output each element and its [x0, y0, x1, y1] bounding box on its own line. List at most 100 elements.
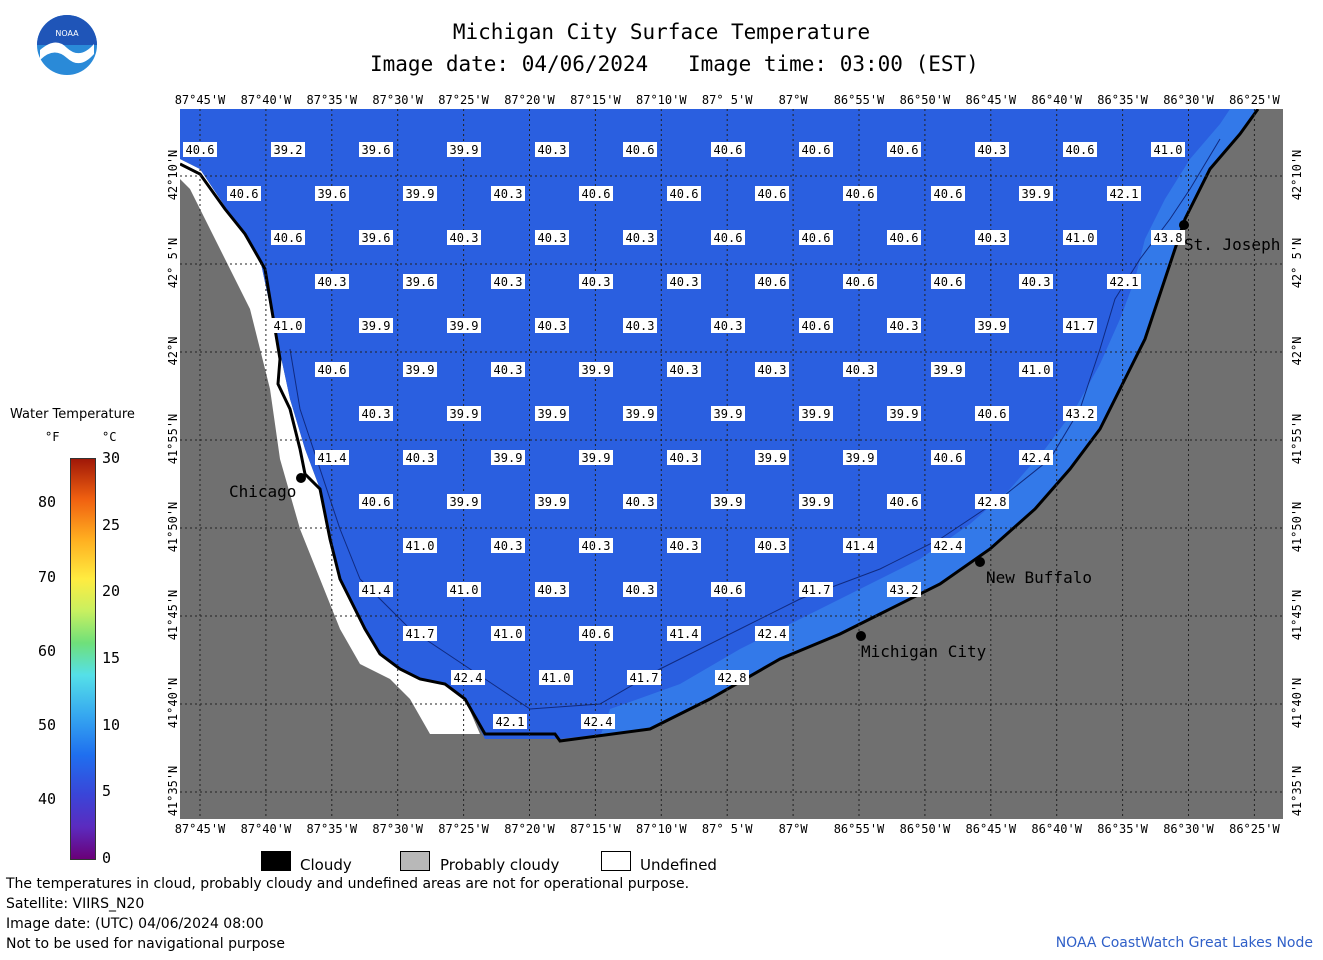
- city-label: Michigan City: [861, 642, 987, 661]
- temp-label: 40.3: [491, 538, 525, 553]
- temp-label: 40.6: [623, 142, 657, 157]
- warm-nearshore: [600, 109, 1258, 737]
- temp-label: 40.6: [711, 230, 745, 245]
- temp-value: 42.4: [758, 627, 787, 641]
- temp-label: 40.6: [755, 186, 789, 201]
- temp-label: 40.3: [579, 538, 613, 553]
- temp-value: 39.9: [362, 319, 391, 333]
- city-dot: [975, 557, 985, 567]
- lon-label: 86°55'W: [833, 93, 885, 107]
- temp-label: 40.6: [887, 230, 921, 245]
- temp-value: 41.0: [450, 583, 479, 597]
- unit-celsius: °C: [102, 430, 117, 444]
- temp-label: 41.0: [271, 318, 305, 333]
- temp-value: 39.9: [802, 407, 831, 421]
- noaa-logo: NOAA: [36, 14, 98, 76]
- temp-value: 39.9: [538, 407, 567, 421]
- lon-label: 87°W: [778, 822, 808, 836]
- temp-value: 40.6: [802, 143, 831, 157]
- temp-value: 42.4: [934, 539, 963, 553]
- temp-value: 41.4: [318, 451, 347, 465]
- temp-label: 40.6: [931, 274, 965, 289]
- lon-label: 87°20'W: [504, 93, 555, 107]
- lon-label: 87°30'W: [372, 93, 423, 107]
- temp-value: 40.3: [626, 319, 655, 333]
- lat-label: 41°55'N: [166, 413, 180, 465]
- lat-label: 41°50'N: [166, 501, 180, 553]
- temp-label: 40.6: [271, 230, 305, 245]
- temp-value: 40.3: [450, 231, 479, 245]
- temp-label: 39.9: [1019, 186, 1053, 201]
- temp-label: 41.0: [1019, 362, 1053, 377]
- temp-value: 40.3: [538, 143, 567, 157]
- note-navigation: Not to be used for navigational purpose: [6, 936, 285, 952]
- temp-label: 41.7: [799, 582, 833, 597]
- temp-label: 40.3: [755, 538, 789, 553]
- temp-value: 40.3: [670, 539, 699, 553]
- temp-value: 39.9: [450, 407, 479, 421]
- lon-label: 87°45'W: [174, 822, 226, 836]
- temp-value: 40.3: [318, 275, 347, 289]
- temp-label: 41.0: [539, 670, 573, 685]
- temp-value: 40.6: [1066, 143, 1095, 157]
- temp-label: 40.3: [491, 186, 525, 201]
- temp-value: 40.3: [670, 275, 699, 289]
- temp-label: 39.6: [359, 230, 393, 245]
- probably-cloudy-swatch: [400, 851, 430, 871]
- temp-label: 39.9: [931, 362, 965, 377]
- depth-contour: [289, 138, 1221, 710]
- temp-label: 40.3: [667, 450, 701, 465]
- temp-label: 40.3: [447, 230, 481, 245]
- temp-value: 40.6: [758, 275, 787, 289]
- temp-value: 41.0: [542, 671, 571, 685]
- temp-value: 41.0: [1154, 143, 1183, 157]
- temp-value: 41.7: [802, 583, 831, 597]
- temp-label: 40.3: [975, 230, 1009, 245]
- undefined-area: [180, 159, 480, 734]
- tick-fahrenheit: 60: [38, 641, 57, 660]
- temp-value: 39.9: [450, 319, 479, 333]
- temp-label: 41.4: [843, 538, 877, 553]
- temp-label: 42.4: [1019, 450, 1053, 465]
- lat-label: 42°N: [166, 336, 180, 366]
- lat-label: 41°35'N: [166, 765, 180, 817]
- temp-label: 40.3: [623, 230, 657, 245]
- city-label: Chicago: [229, 482, 296, 501]
- temp-value: 39.9: [1022, 187, 1051, 201]
- temp-label: 40.6: [315, 362, 349, 377]
- temp-label: 41.7: [403, 626, 437, 641]
- tick-celsius: 30: [102, 449, 121, 467]
- temp-value: 42.4: [584, 715, 613, 729]
- lon-label: 86°25'W: [1229, 822, 1280, 836]
- temperature-labels: 40.6 39.2 39.6 39.9 40.3 40.6 40.6 40.6 40.6 40.3…: [183, 142, 1185, 729]
- temp-value: 42.8: [718, 671, 747, 685]
- lon-label: 87°15'W: [570, 822, 621, 836]
- temp-value: 40.6: [890, 495, 919, 509]
- lat-label: 41°55'N: [1290, 413, 1304, 465]
- lon-label: 86°40'W: [1031, 822, 1082, 836]
- temp-value: 39.9: [846, 451, 875, 465]
- temp-value: 40.3: [582, 539, 611, 553]
- temp-label: 40.3: [315, 274, 349, 289]
- lat-label: 41°40'N: [1290, 677, 1304, 729]
- temp-value: 39.6: [362, 143, 391, 157]
- temp-value: 42.1: [1110, 187, 1139, 201]
- lon-label: 86°50'W: [899, 93, 951, 107]
- temp-label: 43.8: [1151, 230, 1185, 245]
- temp-value: 40.6: [362, 495, 391, 509]
- temp-label: 39.9: [711, 406, 745, 421]
- temp-label: 40.6: [711, 582, 745, 597]
- temp-value: 39.9: [450, 143, 479, 157]
- temp-value: 40.3: [494, 275, 523, 289]
- temp-value: 41.4: [362, 583, 391, 597]
- lon-label: 87°10'W: [636, 93, 687, 107]
- lon-label: 87°30'W: [372, 822, 423, 836]
- temp-value: 40.3: [758, 363, 787, 377]
- lon-label: 87°40'W: [240, 93, 292, 107]
- lat-label: 42° 5'N: [166, 237, 180, 289]
- city-label: New Buffalo: [986, 568, 1092, 587]
- temp-label: 39.9: [491, 450, 525, 465]
- temp-value: 41.4: [670, 627, 699, 641]
- lon-label: 86°35'W: [1097, 822, 1148, 836]
- temp-value: 42.4: [1022, 451, 1051, 465]
